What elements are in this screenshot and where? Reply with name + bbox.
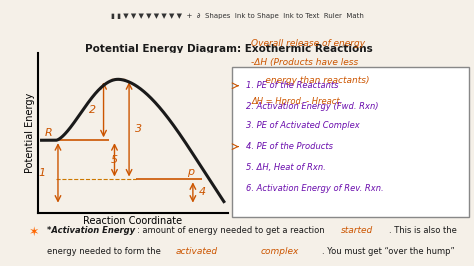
Text: Overall release of energy: Overall release of energy: [251, 39, 365, 48]
Text: energy than reactants): energy than reactants): [251, 76, 370, 85]
Text: complex: complex: [261, 247, 299, 256]
FancyBboxPatch shape: [232, 67, 469, 217]
Text: 6. Activation Energy of Rev. Rxn.: 6. Activation Energy of Rev. Rxn.: [246, 184, 384, 193]
Text: 4: 4: [199, 188, 206, 197]
Text: R: R: [45, 128, 53, 138]
Y-axis label: Potential Energy: Potential Energy: [25, 93, 35, 173]
Text: -ΔH (Products have less: -ΔH (Products have less: [251, 58, 358, 67]
Text: 1. PE of the Reactants: 1. PE of the Reactants: [246, 81, 339, 90]
Text: ΔH = Hprod. - Hreact.: ΔH = Hprod. - Hreact.: [251, 97, 343, 106]
Text: activated: activated: [175, 247, 218, 256]
Text: . You must get “over the hump”: . You must get “over the hump”: [322, 247, 455, 256]
Text: . This is also the: . This is also the: [389, 226, 456, 235]
Text: started: started: [341, 226, 374, 235]
Text: 4. PE of the Products: 4. PE of the Products: [246, 142, 334, 151]
Text: ▮ ▮ ▼ ▼ ▼ ▼ ▼ ▼ ▼ ▼  +  ∂  Shapes  Ink to Shape  Ink to Text  Ruler  Math: ▮ ▮ ▼ ▼ ▼ ▼ ▼ ▼ ▼ ▼ + ∂ Shapes Ink to Sh…: [110, 13, 364, 19]
Text: 3: 3: [135, 124, 142, 134]
Text: 2. Activation Energy (Fwd. Rxn): 2. Activation Energy (Fwd. Rxn): [246, 102, 379, 111]
Text: p: p: [188, 167, 195, 177]
Text: 2: 2: [89, 105, 96, 115]
Text: *Activation Energy: *Activation Energy: [47, 226, 136, 235]
Text: 1: 1: [38, 168, 45, 178]
Text: 5. ΔH, Heat of Rxn.: 5. ΔH, Heat of Rxn.: [246, 163, 326, 172]
Text: 3. PE of Activated Complex: 3. PE of Activated Complex: [246, 121, 360, 130]
Text: energy needed to form the: energy needed to form the: [47, 247, 161, 256]
X-axis label: Reaction Coordinate: Reaction Coordinate: [83, 215, 182, 226]
Text: Potential Energy Diagram: Exothermic Reactions: Potential Energy Diagram: Exothermic Rea…: [85, 44, 373, 54]
Text: 5: 5: [111, 155, 118, 165]
Text: ✶: ✶: [28, 226, 39, 239]
Text: : amount of energy needed to get a reaction: : amount of energy needed to get a react…: [137, 226, 325, 235]
